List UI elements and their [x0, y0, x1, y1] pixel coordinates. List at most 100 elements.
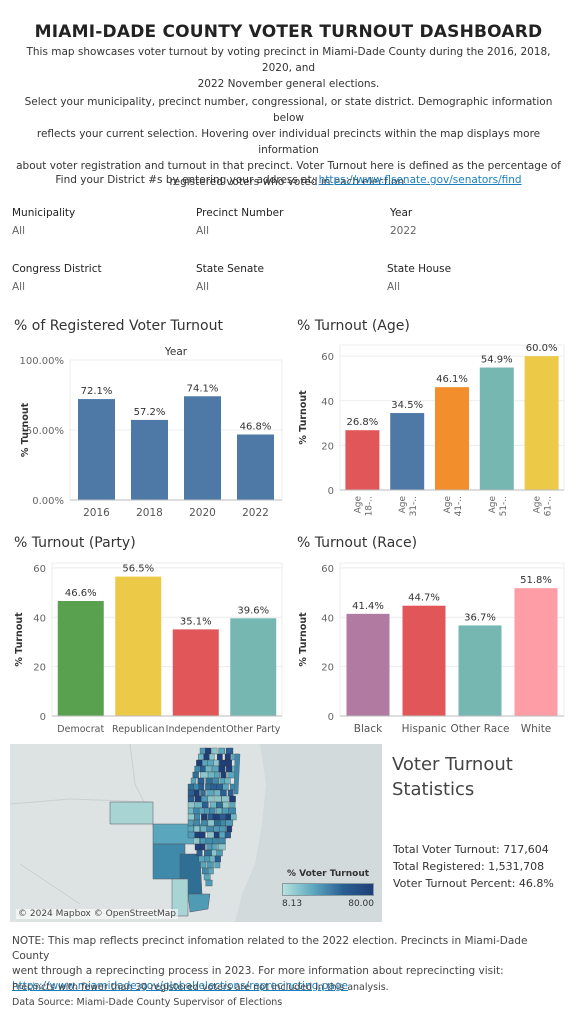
- map-precinct[interactable]: [220, 771, 227, 779]
- map-precinct[interactable]: [220, 819, 226, 827]
- filter-value[interactable]: All: [196, 281, 210, 293]
- map-precinct[interactable]: [187, 795, 195, 803]
- bar[interactable]: [115, 576, 162, 716]
- map-precinct[interactable]: [190, 777, 197, 785]
- map-precinct[interactable]: [222, 801, 230, 809]
- map-precinct[interactable]: [192, 771, 199, 779]
- map-precinct[interactable]: [109, 801, 154, 825]
- map-precinct[interactable]: [200, 843, 206, 851]
- bar[interactable]: [390, 413, 425, 490]
- map-precinct[interactable]: [211, 747, 218, 755]
- map-precinct[interactable]: [206, 825, 214, 833]
- filter-congress-district[interactable]: Congress District All: [12, 263, 102, 293]
- map-precinct[interactable]: [205, 747, 212, 755]
- bar[interactable]: [402, 605, 446, 716]
- map-precinct[interactable]: [209, 807, 216, 815]
- map-precinct[interactable]: [207, 795, 214, 803]
- map-precinct[interactable]: [214, 771, 220, 779]
- map-urban-precincts[interactable]: [187, 747, 239, 887]
- map-precinct[interactable]: [213, 759, 219, 767]
- map-precinct[interactable]: [225, 747, 234, 755]
- map-precinct[interactable]: [198, 783, 205, 791]
- map-precinct[interactable]: [200, 771, 209, 779]
- map-precinct[interactable]: [205, 837, 213, 845]
- map-precinct[interactable]: [193, 825, 200, 833]
- map-precinct[interactable]: [207, 771, 216, 779]
- map-precinct[interactable]: [216, 849, 223, 857]
- map-precinct[interactable]: [205, 879, 213, 887]
- map-precinct[interactable]: [229, 795, 236, 803]
- map-precinct[interactable]: [198, 753, 205, 761]
- map-precinct[interactable]: [216, 753, 223, 761]
- map-precinct[interactable]: [171, 878, 189, 917]
- map-precinct[interactable]: [224, 759, 232, 767]
- map-precinct[interactable]: [197, 777, 205, 785]
- map-precinct[interactable]: [218, 765, 226, 773]
- filter-precinct-number[interactable]: Precinct Number All: [196, 207, 283, 237]
- map-precinct[interactable]: [193, 819, 200, 827]
- map-precinct[interactable]: [214, 855, 221, 863]
- bar[interactable]: [184, 396, 221, 500]
- party-turnout-chart[interactable]: 0 20 40 60 % Turnout 46.6% Democrat 56.5% Republ…: [10, 558, 285, 740]
- map-precinct[interactable]: [233, 753, 241, 795]
- map-precinct[interactable]: [187, 893, 211, 913]
- map-precinct[interactable]: [187, 789, 196, 797]
- bar[interactable]: [524, 356, 559, 490]
- race-turnout-chart[interactable]: 0 20 40 60 % Turnout 41.4% Black 44.7% Hispanic 3…: [292, 558, 567, 740]
- map-precinct[interactable]: [194, 795, 202, 803]
- map-precinct[interactable]: [201, 801, 209, 809]
- map-precinct[interactable]: [216, 801, 224, 809]
- senate-find-link[interactable]: https://www.flsenate.gov/senators/find: [318, 174, 522, 186]
- map-precinct[interactable]: [187, 825, 194, 833]
- filter-state-senate[interactable]: State Senate All: [196, 263, 264, 293]
- map-precinct[interactable]: [222, 783, 229, 791]
- map-precinct[interactable]: [216, 807, 223, 815]
- map-precinct[interactable]: [212, 837, 219, 845]
- map-precinct[interactable]: [187, 831, 196, 839]
- bar[interactable]: [237, 434, 274, 500]
- filter-value[interactable]: All: [12, 281, 26, 293]
- map-precinct[interactable]: [224, 753, 231, 761]
- map-precinct[interactable]: [225, 813, 232, 821]
- map-precinct[interactable]: [216, 783, 224, 791]
- bar[interactable]: [78, 399, 115, 500]
- map-precinct[interactable]: [227, 771, 236, 779]
- map-precinct[interactable]: [196, 849, 203, 857]
- map-precinct[interactable]: [201, 813, 208, 821]
- map-precinct[interactable]: [212, 777, 220, 785]
- bar[interactable]: [172, 629, 219, 716]
- map-precinct[interactable]: [206, 789, 215, 797]
- reprecincting-link[interactable]: https://www.miamidade.gov/global/electio…: [12, 980, 348, 992]
- filter-year[interactable]: Year 2022: [390, 207, 417, 237]
- map-precinct[interactable]: [199, 831, 206, 839]
- filter-municipality[interactable]: Municipality All: [12, 207, 75, 237]
- map-precinct[interactable]: [200, 819, 208, 827]
- map-precinct[interactable]: [229, 801, 236, 809]
- map-precinct[interactable]: [219, 825, 226, 833]
- map-precinct[interactable]: [200, 789, 206, 797]
- map-precinct[interactable]: [221, 795, 229, 803]
- map-precinct[interactable]: [225, 819, 234, 827]
- map-precinct[interactable]: [194, 789, 200, 797]
- map-precinct[interactable]: [187, 813, 195, 821]
- map-precinct[interactable]: [206, 861, 214, 869]
- map-precinct[interactable]: [218, 843, 226, 851]
- map-precinct[interactable]: [205, 777, 213, 785]
- map-canvas[interactable]: [10, 744, 382, 922]
- precinct-map[interactable]: © 2024 Mapbox © OpenStreetMap % Voter Tu…: [10, 744, 382, 922]
- map-precinct[interactable]: [224, 777, 231, 785]
- map-precinct[interactable]: [187, 801, 196, 809]
- map-precinct[interactable]: [204, 849, 213, 857]
- bar[interactable]: [479, 367, 514, 490]
- map-precinct[interactable]: [214, 795, 222, 803]
- map-precinct[interactable]: [224, 831, 231, 839]
- bar[interactable]: [458, 625, 502, 716]
- map-precinct[interactable]: [202, 867, 208, 875]
- map-precinct[interactable]: [228, 807, 236, 815]
- bar[interactable]: [230, 618, 277, 716]
- map-precinct[interactable]: [200, 861, 206, 869]
- map-precinct[interactable]: [227, 789, 234, 797]
- map-precinct[interactable]: [194, 801, 203, 809]
- map-precinct[interactable]: [207, 831, 216, 839]
